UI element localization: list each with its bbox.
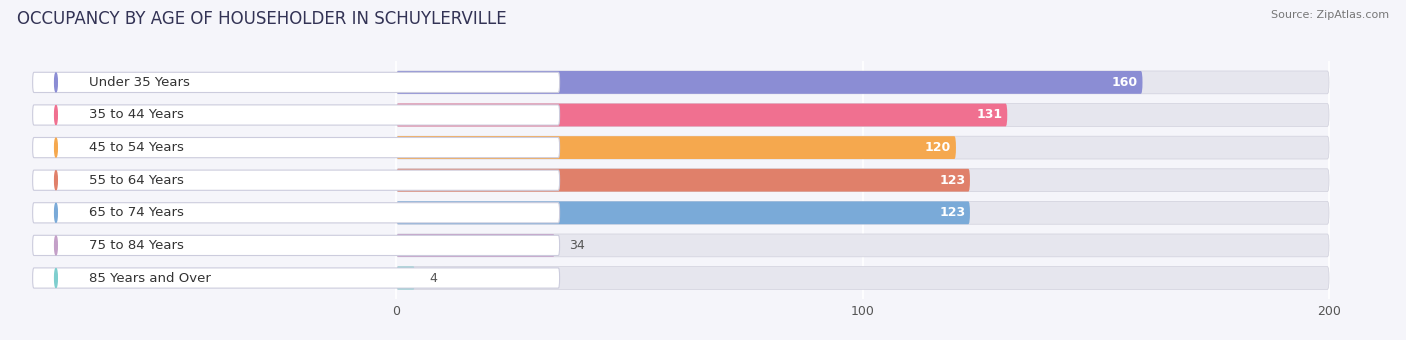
- Text: OCCUPANCY BY AGE OF HOUSEHOLDER IN SCHUYLERVILLE: OCCUPANCY BY AGE OF HOUSEHOLDER IN SCHUY…: [17, 10, 506, 28]
- Text: 160: 160: [1112, 76, 1137, 89]
- FancyBboxPatch shape: [396, 201, 1329, 224]
- Text: 34: 34: [569, 239, 585, 252]
- Text: 4: 4: [429, 272, 437, 285]
- Circle shape: [55, 269, 58, 287]
- FancyBboxPatch shape: [396, 104, 1329, 126]
- Text: 85 Years and Over: 85 Years and Over: [89, 272, 211, 285]
- FancyBboxPatch shape: [396, 136, 1329, 159]
- Text: 35 to 44 Years: 35 to 44 Years: [89, 108, 183, 121]
- FancyBboxPatch shape: [396, 267, 1329, 289]
- FancyBboxPatch shape: [396, 267, 415, 289]
- Text: 123: 123: [939, 206, 966, 219]
- FancyBboxPatch shape: [396, 71, 1329, 94]
- Text: 120: 120: [925, 141, 952, 154]
- Text: 55 to 64 Years: 55 to 64 Years: [89, 174, 183, 187]
- Text: 123: 123: [939, 174, 966, 187]
- FancyBboxPatch shape: [396, 136, 956, 159]
- Circle shape: [55, 236, 58, 255]
- FancyBboxPatch shape: [32, 203, 560, 223]
- Circle shape: [55, 171, 58, 190]
- Text: 65 to 74 Years: 65 to 74 Years: [89, 206, 183, 219]
- FancyBboxPatch shape: [32, 105, 560, 125]
- Text: Source: ZipAtlas.com: Source: ZipAtlas.com: [1271, 10, 1389, 20]
- Circle shape: [55, 203, 58, 222]
- FancyBboxPatch shape: [32, 235, 560, 256]
- Text: 75 to 84 Years: 75 to 84 Years: [89, 239, 183, 252]
- FancyBboxPatch shape: [32, 137, 560, 158]
- FancyBboxPatch shape: [396, 201, 970, 224]
- FancyBboxPatch shape: [32, 72, 560, 92]
- FancyBboxPatch shape: [396, 234, 1329, 257]
- FancyBboxPatch shape: [396, 234, 555, 257]
- FancyBboxPatch shape: [396, 169, 970, 192]
- FancyBboxPatch shape: [396, 71, 1143, 94]
- Text: Under 35 Years: Under 35 Years: [89, 76, 190, 89]
- Circle shape: [55, 138, 58, 157]
- Text: 131: 131: [977, 108, 1002, 121]
- Circle shape: [55, 73, 58, 92]
- Text: 45 to 54 Years: 45 to 54 Years: [89, 141, 183, 154]
- FancyBboxPatch shape: [32, 268, 560, 288]
- FancyBboxPatch shape: [396, 104, 1007, 126]
- Circle shape: [55, 105, 58, 124]
- FancyBboxPatch shape: [32, 170, 560, 190]
- FancyBboxPatch shape: [396, 169, 1329, 192]
